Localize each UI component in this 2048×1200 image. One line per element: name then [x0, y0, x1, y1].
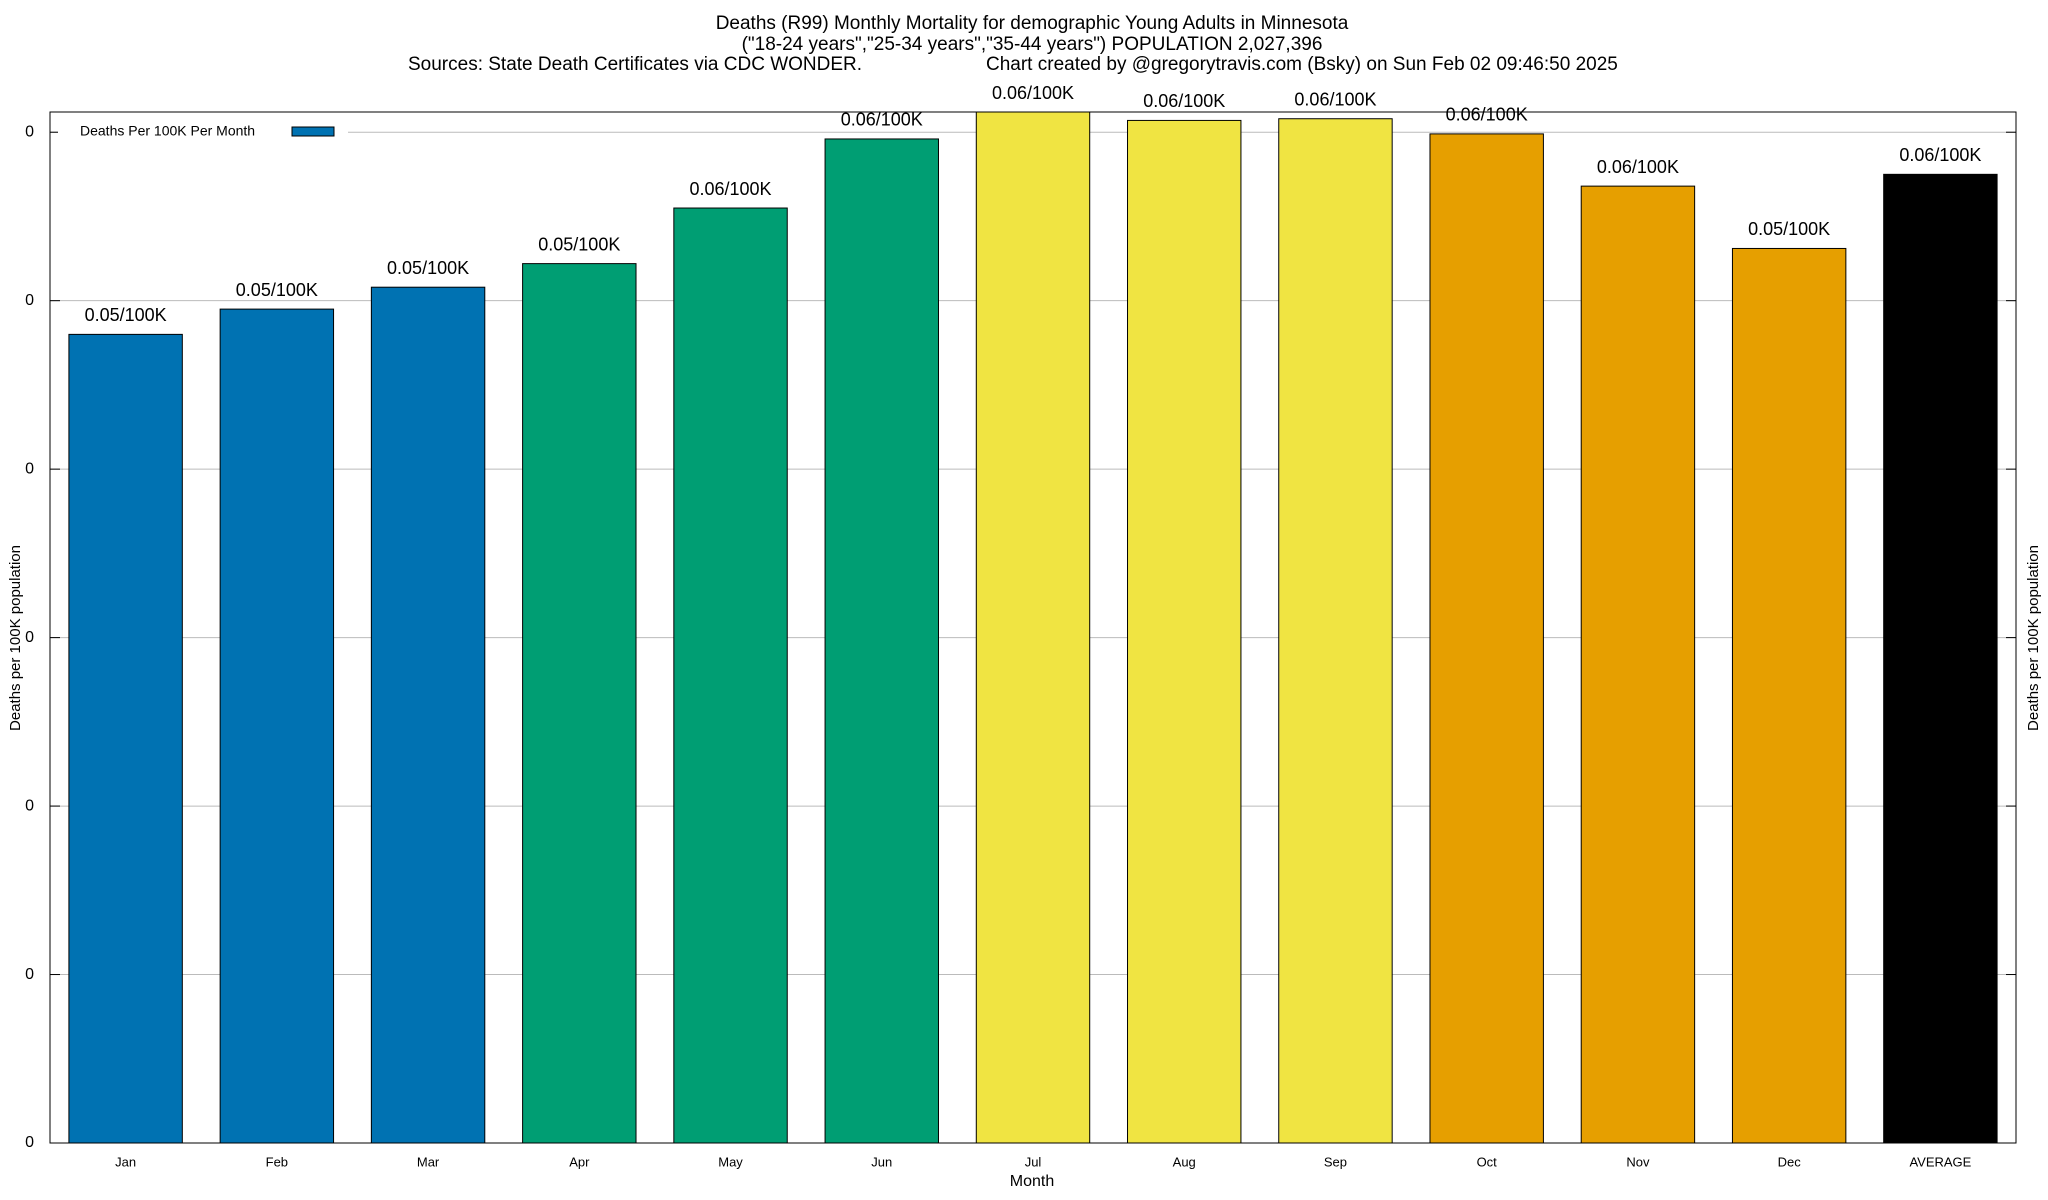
value-label: 0.06/100K [1899, 145, 1981, 165]
chart-title: Deaths (R99) Monthly Mortality for demog… [716, 13, 1349, 34]
chart-subtitle: ("18-24 years","25-34 years","35-44 year… [742, 34, 1323, 55]
bar [1429, 133, 1544, 1144]
bar [1127, 119, 1242, 1144]
value-label: 0.05/100K [1748, 219, 1830, 239]
value-label: 0.05/100K [85, 305, 167, 325]
bar [1580, 185, 1696, 1144]
x-tick-label: Aug [1173, 1154, 1196, 1169]
credit: Chart created by @gregorytravis.com (Bsk… [986, 54, 1618, 75]
x-tick-label: Dec [1778, 1154, 1802, 1169]
value-label: 0.06/100K [1143, 91, 1225, 111]
y-tick-label: 0 [25, 629, 34, 646]
value-label: 0.06/100K [1446, 105, 1528, 125]
y-tick-label: 0 [25, 1134, 34, 1151]
y-tick-label: 0 [25, 460, 34, 477]
x-tick-label: Jan [115, 1154, 136, 1169]
x-tick-label: Apr [569, 1154, 590, 1169]
y-tick-label: 0 [25, 123, 34, 140]
bar [370, 286, 486, 1144]
x-tick-label: AVERAGE [1909, 1154, 1971, 1169]
value-label: 0.06/100K [1294, 89, 1376, 109]
bar [673, 207, 788, 1144]
bar [68, 333, 183, 1144]
bar [1883, 173, 1998, 1144]
bar [219, 308, 335, 1144]
value-label: 0.05/100K [387, 258, 469, 278]
value-label: 0.06/100K [689, 179, 771, 199]
bar [522, 263, 637, 1144]
y-tick-label: 0 [25, 292, 34, 309]
y-tick-label: 0 [25, 966, 34, 983]
bar [824, 138, 939, 1144]
x-tick-label: Mar [417, 1154, 440, 1169]
legend-label: Deaths Per 100K Per Month [80, 123, 255, 139]
x-tick-label: Feb [266, 1154, 288, 1169]
source: Sources: State Death Certificates via CD… [408, 54, 862, 75]
value-label: 0.05/100K [236, 280, 318, 300]
value-label: 0.06/100K [1597, 157, 1679, 177]
legend-swatch [291, 126, 335, 137]
y2-axis-label: Deaths per 100K population [2025, 545, 2042, 731]
value-label: 0.06/100K [841, 110, 923, 130]
y-tick-label: 0 [25, 797, 34, 814]
x-tick-label: May [718, 1154, 743, 1169]
x-axis-label: Month [1010, 1173, 1054, 1190]
x-tick-label: Oct [1477, 1154, 1498, 1169]
x-tick-label: Nov [1626, 1154, 1650, 1169]
bar [1731, 247, 1847, 1144]
bar [1278, 118, 1393, 1144]
x-tick-label: Sep [1324, 1154, 1347, 1169]
value-label: 0.06/100K [992, 83, 1074, 103]
x-tick-label: Jul [1025, 1154, 1042, 1169]
y-axis-label: Deaths per 100K population [7, 545, 24, 731]
bar [975, 111, 1091, 1144]
x-tick-label: Jun [871, 1154, 892, 1169]
value-label: 0.05/100K [538, 234, 620, 254]
